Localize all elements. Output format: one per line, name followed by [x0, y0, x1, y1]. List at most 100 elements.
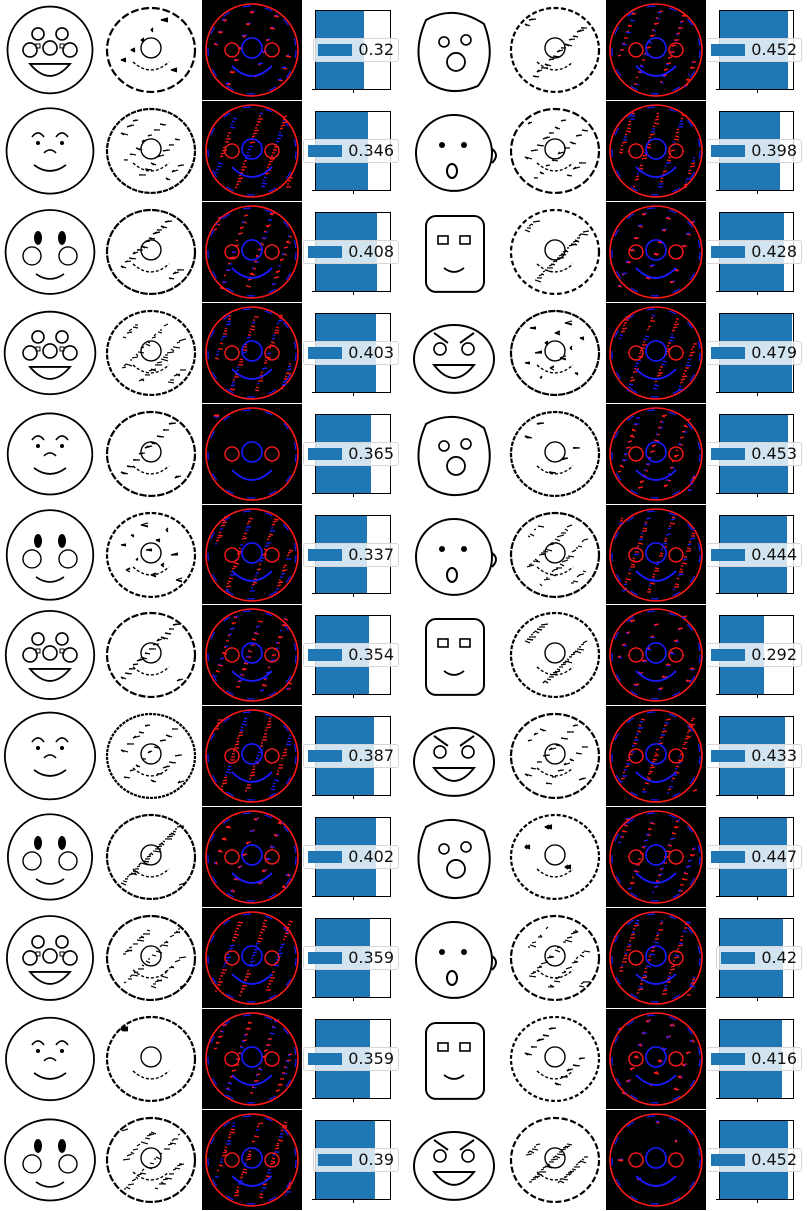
query-reconstruction — [505, 706, 606, 808]
reference-difference-map — [202, 1110, 303, 1211]
y-axis-tick — [312, 189, 315, 191]
query-difference-map — [606, 302, 707, 404]
y-axis-tick — [312, 391, 315, 393]
x-axis-tick — [756, 392, 758, 396]
x-axis-tick — [756, 1099, 758, 1103]
y-axis-tick — [716, 997, 719, 999]
score-legend: 0.452 — [707, 37, 802, 62]
query-drawing — [404, 1110, 505, 1211]
query-drawing — [404, 1009, 505, 1111]
reference-difference-map — [202, 0, 303, 101]
x-axis-tick — [353, 291, 354, 295]
reference-sketch — [0, 403, 101, 505]
legend-swatch — [711, 1154, 746, 1167]
score-value: 0.32 — [358, 39, 394, 59]
reference-sketch — [0, 201, 101, 303]
query-drawing — [404, 908, 505, 1010]
right-score-panel: 0.428 — [707, 201, 807, 303]
reference-difference-map — [202, 201, 303, 303]
score-legend: 0.444 — [707, 542, 802, 567]
reference-sketch — [0, 706, 101, 808]
reference-reconstruction — [101, 201, 202, 303]
query-reconstruction — [505, 0, 606, 101]
score-legend: 0.447 — [707, 845, 802, 870]
y-axis-tick — [312, 593, 315, 595]
x-axis-tick — [756, 796, 758, 800]
legend-swatch — [308, 649, 343, 662]
score-value: 0.479 — [751, 342, 797, 362]
legend-swatch — [318, 43, 353, 56]
reference-sketch — [0, 1110, 101, 1211]
score-legend: 0.453 — [707, 441, 802, 466]
score-legend: 0.428 — [707, 239, 802, 264]
x-axis-tick — [353, 89, 354, 93]
y-axis-tick — [716, 492, 719, 494]
y-axis-tick — [312, 896, 315, 898]
query-drawing — [404, 807, 505, 909]
reference-difference-map — [202, 605, 303, 707]
query-difference-map — [606, 1110, 707, 1211]
y-axis-tick — [716, 290, 719, 292]
reference-difference-map — [202, 302, 303, 404]
query-drawing — [404, 706, 505, 808]
y-axis-tick — [716, 1098, 719, 1100]
query-difference-map — [606, 807, 707, 909]
legend-swatch — [721, 952, 756, 965]
right-score-panel: 0.444 — [707, 504, 807, 606]
legend-swatch — [711, 649, 746, 662]
score-legend: 0.337 — [303, 542, 399, 567]
query-difference-map — [606, 0, 707, 101]
score-legend: 0.408 — [303, 239, 399, 264]
left-score-panel: 0.402 — [303, 807, 404, 909]
query-difference-map — [606, 908, 707, 1010]
x-axis-tick — [353, 1099, 354, 1103]
reference-reconstruction — [101, 0, 202, 101]
left-score-panel: 0.32 — [303, 0, 404, 101]
x-axis-tick — [353, 897, 354, 901]
score-legend: 0.32 — [313, 37, 399, 62]
y-axis-tick — [716, 1198, 719, 1200]
reference-sketch — [0, 1009, 101, 1111]
right-score-panel: 0.42 — [707, 908, 807, 1010]
right-score-panel: 0.453 — [707, 403, 807, 505]
score-legend: 0.398 — [707, 138, 802, 163]
y-axis-tick — [716, 391, 719, 393]
y-axis-tick — [312, 290, 315, 292]
reference-difference-map — [202, 706, 303, 808]
right-score-panel: 0.479 — [707, 302, 807, 404]
legend-swatch — [308, 750, 343, 763]
x-axis-tick — [353, 695, 354, 699]
legend-swatch — [308, 346, 343, 359]
query-drawing — [404, 504, 505, 606]
left-score-panel: 0.387 — [303, 706, 404, 808]
legend-swatch — [711, 43, 746, 56]
score-value: 0.365 — [348, 443, 394, 463]
score-legend: 0.403 — [303, 340, 399, 365]
query-difference-map — [606, 201, 707, 303]
right-score-panel: 0.398 — [707, 100, 807, 202]
legend-swatch — [308, 548, 343, 561]
score-legend: 0.402 — [303, 845, 399, 870]
y-axis-tick — [716, 896, 719, 898]
score-value: 0.428 — [751, 241, 797, 261]
y-axis-tick — [312, 694, 315, 696]
score-value: 0.452 — [751, 39, 797, 59]
y-axis-tick — [716, 593, 719, 595]
score-legend: 0.42 — [716, 946, 802, 971]
legend-swatch — [711, 447, 746, 460]
score-legend: 0.452 — [707, 1148, 802, 1173]
query-difference-map — [606, 1009, 707, 1111]
y-axis-tick — [312, 795, 315, 797]
query-difference-map — [606, 504, 707, 606]
score-value: 0.387 — [348, 746, 394, 766]
legend-swatch — [711, 548, 746, 561]
reference-reconstruction — [101, 504, 202, 606]
query-reconstruction — [505, 403, 606, 505]
query-reconstruction — [505, 201, 606, 303]
right-score-panel: 0.452 — [707, 1110, 807, 1211]
query-drawing — [404, 302, 505, 404]
score-value: 0.39 — [358, 1150, 394, 1170]
score-legend: 0.479 — [707, 340, 802, 365]
x-axis-tick — [756, 594, 758, 598]
